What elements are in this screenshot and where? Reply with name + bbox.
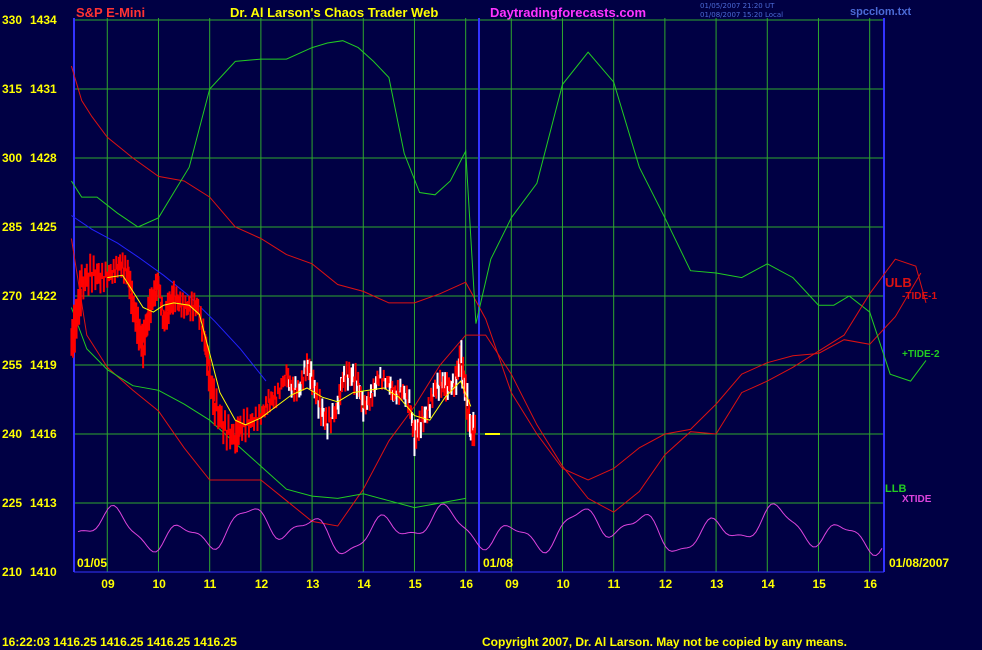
x-tick-label: 16 — [460, 577, 474, 591]
y-tick-left: 210 — [2, 565, 22, 579]
date-label-end: 01/08/2007 — [889, 556, 949, 570]
chart-series — [70, 40, 927, 557]
x-tick-label: 12 — [659, 577, 673, 591]
tide1-line — [70, 65, 922, 481]
y-tick-left: 330 — [2, 13, 22, 27]
x-tick-label: 14 — [761, 577, 775, 591]
x-tick-label: 09 — [505, 577, 519, 591]
y-tick-left: 240 — [2, 427, 22, 441]
x-tick-label: 12 — [255, 577, 269, 591]
y-tick-right: 1431 — [30, 82, 57, 96]
x-tick-label: 13 — [306, 577, 320, 591]
x-tick-label: 14 — [357, 577, 371, 591]
tide1-label: -TIDE-1 — [902, 291, 937, 302]
y-tick-right: 1425 — [30, 220, 57, 234]
copyright: Copyright 2007, Dr. Al Larson. May not b… — [482, 635, 847, 649]
y-tick-right: 1419 — [30, 358, 57, 372]
llb-line — [70, 307, 466, 509]
xtide-label: XTIDE — [902, 494, 932, 505]
y-tick-right: 1434 — [30, 13, 57, 27]
chart-title: Dr. Al Larson's Chaos Trader Web — [230, 5, 438, 20]
date-label-mid: 01/08 — [483, 556, 513, 570]
y-tick-right: 1428 — [30, 151, 57, 165]
llb-label: LLB — [885, 483, 906, 495]
y-tick-right: 1410 — [30, 565, 57, 579]
x-tick-label: 10 — [152, 577, 166, 591]
trend-line — [71, 215, 267, 382]
y-tick-right: 1413 — [30, 496, 57, 510]
x-tick-label: 09 — [101, 577, 115, 591]
tide2-line — [70, 40, 927, 382]
y-tick-left: 255 — [2, 358, 22, 372]
y-tick-left: 285 — [2, 220, 22, 234]
y-tick-left: 300 — [2, 151, 22, 165]
grid-lines — [73, 18, 885, 573]
x-tick-label: 11 — [608, 577, 621, 591]
info-line-1: 01/05/2007 21:20 UT — [700, 2, 775, 10]
price-quote: 16:22:03 1416.25 1416.25 1416.25 1416.25 — [2, 635, 237, 649]
y-tick-left: 225 — [2, 496, 22, 510]
x-tick-label: 10 — [556, 577, 570, 591]
site-name: Daytradingforecasts.com — [490, 5, 646, 20]
x-tick-label: 15 — [408, 577, 422, 591]
ulb-label: ULB — [885, 275, 912, 290]
x-tick-label: 16 — [864, 577, 878, 591]
average-line — [107, 274, 472, 426]
info-line-2: 01/08/2007 15:20 Local — [700, 11, 783, 19]
date-label-start: 01/05 — [77, 556, 107, 570]
tide2-label: +TIDE-2 — [902, 349, 940, 360]
ulb-line — [70, 238, 927, 527]
y-tick-right: 1416 — [30, 427, 57, 441]
x-tick-label: 15 — [812, 577, 826, 591]
chart-labels: 330 1434 315 1431 300 1428 285 1425 270 1422 255 14… — [2, 2, 949, 649]
xtide-line — [77, 503, 883, 557]
y-tick-right: 1422 — [30, 289, 57, 303]
x-tick-label: 11 — [204, 577, 217, 591]
y-tick-left: 270 — [2, 289, 22, 303]
x-tick-label: 13 — [710, 577, 724, 591]
y-tick-left: 315 — [2, 82, 22, 96]
symbol-title: S&P E-Mini — [76, 5, 145, 20]
file-name: spcclom.txt — [850, 6, 911, 18]
